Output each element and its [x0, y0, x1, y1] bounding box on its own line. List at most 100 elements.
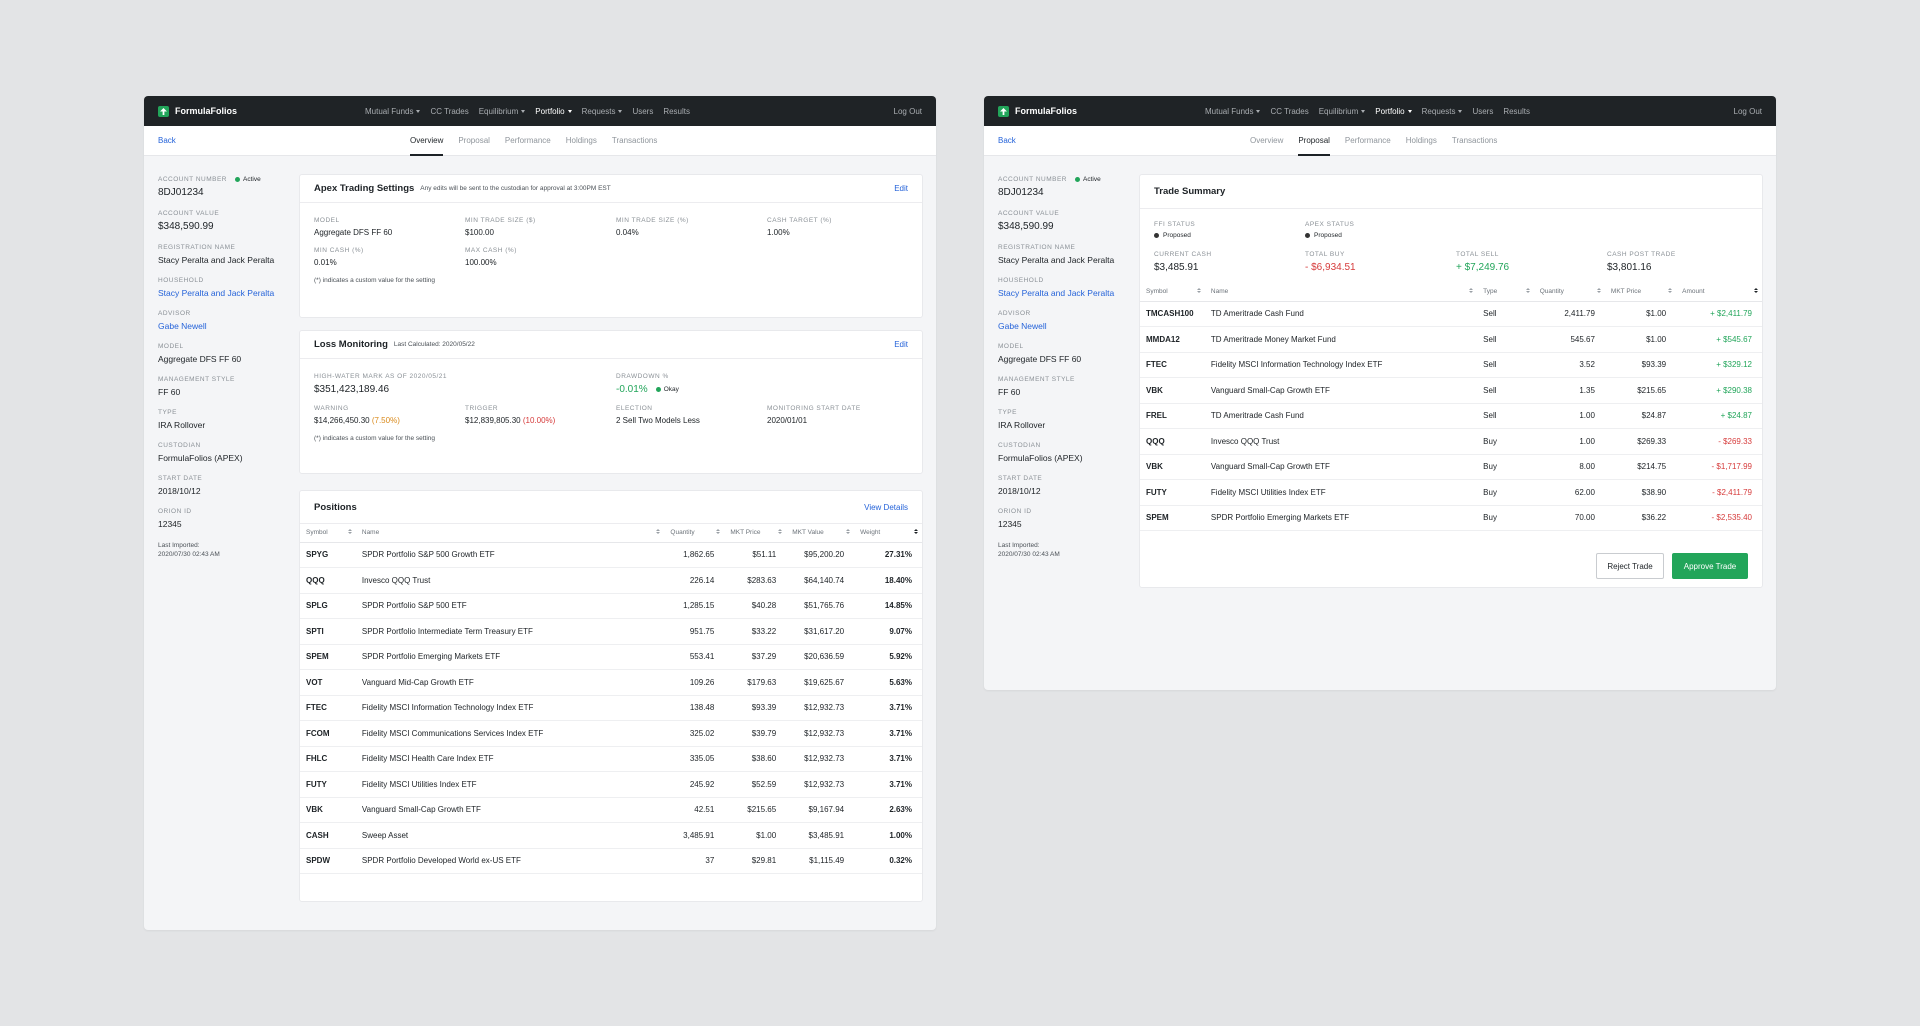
- tab-performance[interactable]: Performance: [504, 136, 551, 145]
- nav-item-requests[interactable]: Requests: [582, 107, 623, 116]
- advisor-value[interactable]: Gabe Newell: [158, 321, 207, 331]
- nav-item-users[interactable]: Users: [1472, 106, 1494, 116]
- table-row[interactable]: FHLC Fidelity MSCI Health Care Index ETF 3…: [300, 746, 922, 772]
- cell-symbol: SPDW: [300, 848, 356, 874]
- logout-link[interactable]: Log Out: [893, 106, 922, 116]
- nav-item-mutual-funds[interactable]: Mutual Funds: [365, 107, 421, 116]
- tab-transactions[interactable]: Transactions: [611, 136, 658, 145]
- nav-item-results[interactable]: Results: [663, 106, 691, 116]
- cell-mkt-price: $37.29: [724, 644, 787, 670]
- logout-link[interactable]: Log Out: [1733, 106, 1762, 116]
- cell-symbol: FHLC: [300, 746, 356, 772]
- column-header-mkt-value[interactable]: MKT Value: [786, 524, 855, 543]
- account-type-value: IRA Rollover: [158, 420, 206, 430]
- chevron-down-icon: [1361, 109, 1366, 113]
- top-navbar: FormulaFolios Mutual Funds CC Trades Equil…: [984, 96, 1776, 126]
- table-row[interactable]: SPLG SPDR Portfolio S&P 500 ETF 1,285.15 $4…: [300, 593, 922, 619]
- nav-item-mutual-funds[interactable]: Mutual Funds: [1205, 107, 1261, 116]
- column-header-name[interactable]: Name: [355, 524, 665, 543]
- view-details-link[interactable]: View Details: [864, 502, 908, 512]
- nav-item-cc-trades[interactable]: CC Trades: [1270, 106, 1309, 116]
- household-value[interactable]: Stacy Peralta and Jack Peralta: [158, 288, 275, 298]
- drawdown-value: -0.01%: [616, 384, 648, 395]
- table-row[interactable]: FREL TD Ameritrade Cash Fund Sell 1.00 $24.8…: [1140, 403, 1762, 429]
- registration-name-field: Registration Name Stacy Peralta and Jack …: [998, 244, 1128, 265]
- nav-item-requests[interactable]: Requests: [1422, 107, 1463, 116]
- brand-logo[interactable]: FormulaFolios: [158, 105, 237, 117]
- approve-trade-button[interactable]: Approve Trade: [1672, 553, 1748, 579]
- cell-type: Sell: [1477, 403, 1534, 429]
- account-value-value: $348,590.99: [158, 221, 214, 232]
- table-row[interactable]: QQQ Invesco QQQ Trust Buy 1.00 $269.33- $269…: [1140, 428, 1762, 455]
- table-row[interactable]: VBK Vanguard Small-Cap Growth ETF Buy 8.00 $…: [1140, 454, 1762, 480]
- advisor-value[interactable]: Gabe Newell: [998, 321, 1047, 331]
- cell-symbol: SPYG: [300, 542, 356, 568]
- column-header-name[interactable]: Name: [1204, 283, 1478, 302]
- cell-quantity: 951.75: [664, 618, 725, 645]
- column-header-symbol[interactable]: Symbol: [300, 524, 356, 543]
- cell-name: Invesco QQQ Trust: [1204, 428, 1478, 455]
- reject-trade-button[interactable]: Reject Trade: [1596, 553, 1664, 579]
- tab-transactions[interactable]: Transactions: [1451, 136, 1498, 145]
- table-row[interactable]: FCOM Fidelity MSCI Communications Service…: [300, 720, 922, 747]
- table-row[interactable]: VBK Vanguard Small-Cap Growth ETF 42.51 $21…: [300, 797, 922, 823]
- table-row[interactable]: SPDW SPDR Portfolio Developed World ex-US…: [300, 848, 922, 874]
- nav-item-portfolio[interactable]: Portfolio: [1375, 107, 1412, 116]
- column-header-mkt-price[interactable]: MKT Price: [724, 524, 787, 543]
- table-row[interactable]: FUTY Fidelity MSCI Utilities Index ETF Buy…: [1140, 479, 1762, 506]
- status-badge: Active: [1075, 176, 1101, 183]
- nav-item-results[interactable]: Results: [1503, 106, 1531, 116]
- hwm-field: High-Water Mark as of 2020/05/21 $351,423…: [314, 373, 448, 395]
- column-header-mkt-price[interactable]: MKT Price: [1604, 283, 1677, 302]
- cell-name: SPDR Portfolio Emerging Markets ETF: [1204, 505, 1478, 531]
- nav-item-equilibrium[interactable]: Equilibrium: [1319, 107, 1366, 116]
- table-row[interactable]: VBK Vanguard Small-Cap Growth ETF Sell 1.35…: [1140, 377, 1762, 404]
- table-row[interactable]: VOT Vanguard Mid-Cap Growth ETF 109.26 $179…: [300, 669, 922, 696]
- cell-amount: + $329.12: [1676, 352, 1762, 378]
- table-row[interactable]: FTEC Fidelity MSCI Information Technology…: [1140, 352, 1762, 378]
- column-header-type[interactable]: Type: [1477, 283, 1534, 302]
- table-row[interactable]: SPYG SPDR Portfolio S&P 500 Growth ETF 1,8…: [300, 542, 922, 568]
- nav-item-portfolio[interactable]: Portfolio: [535, 107, 572, 116]
- nav-item-users[interactable]: Users: [632, 106, 654, 116]
- table-row[interactable]: TMCASH100 TD Ameritrade Cash Fund Sell 2,41…: [1140, 301, 1762, 327]
- chevron-down-icon: [618, 109, 623, 113]
- column-header-amount[interactable]: Amount: [1676, 283, 1762, 302]
- cell-name: Vanguard Small-Cap Growth ETF: [1204, 454, 1478, 480]
- chevron-down-icon: [521, 109, 526, 113]
- brand-logo[interactable]: FormulaFolios: [998, 105, 1077, 117]
- back-link[interactable]: Back: [158, 136, 176, 145]
- cell-mkt-price: $93.39: [724, 695, 787, 721]
- tab-overview[interactable]: Overview: [410, 126, 444, 156]
- cell-mkt-price: $52.59: [724, 771, 787, 798]
- tab-performance[interactable]: Performance: [1344, 136, 1391, 145]
- apex-edit-button[interactable]: Edit: [894, 184, 908, 193]
- table-row[interactable]: FUTY Fidelity MSCI Utilities Index ETF 245…: [300, 771, 922, 798]
- back-link[interactable]: Back: [998, 136, 1016, 145]
- table-row[interactable]: CASH Sweep Asset 3,485.91 $1.00 $3,485.91 1.0…: [300, 822, 922, 849]
- tab-overview[interactable]: Overview: [1250, 136, 1284, 145]
- tab-proposal[interactable]: Proposal: [1298, 126, 1330, 156]
- table-row[interactable]: SPEM SPDR Portfolio Emerging Markets ETF B…: [1140, 505, 1762, 531]
- loss-edit-button[interactable]: Edit: [894, 340, 908, 349]
- table-row[interactable]: FTEC Fidelity MSCI Information Technology…: [300, 695, 922, 721]
- election-field: Election 2 Sell Two Models Less: [616, 405, 700, 425]
- tab-proposal[interactable]: Proposal: [458, 136, 490, 145]
- custodian-field: Custodian FormulaFolios (APEX): [158, 442, 288, 463]
- tab-holdings[interactable]: Holdings: [1405, 136, 1437, 145]
- table-row[interactable]: SPTI SPDR Portfolio Intermediate Term Tre…: [300, 618, 922, 645]
- table-row[interactable]: MMDA12 TD Ameritrade Money Market Fund Sel…: [1140, 326, 1762, 353]
- nav-item-cc-trades[interactable]: CC Trades: [430, 106, 469, 116]
- column-header-symbol[interactable]: Symbol: [1140, 283, 1205, 302]
- account-value-value: $348,590.99: [998, 221, 1054, 232]
- column-header-quantity[interactable]: Quantity: [1533, 283, 1605, 302]
- tab-bar: Overview Proposal Performance Holdings Trans…: [1250, 126, 1497, 156]
- column-header-weight[interactable]: Weight: [854, 524, 922, 543]
- account-value-field: Account Value $348,590.99: [998, 210, 1128, 232]
- tab-holdings[interactable]: Holdings: [565, 136, 597, 145]
- household-value[interactable]: Stacy Peralta and Jack Peralta: [998, 288, 1115, 298]
- table-row[interactable]: SPEM SPDR Portfolio Emerging Markets ETF 5…: [300, 644, 922, 670]
- nav-item-equilibrium[interactable]: Equilibrium: [479, 107, 526, 116]
- table-row[interactable]: QQQ Invesco QQQ Trust 226.14 $283.63 $64,140…: [300, 567, 922, 594]
- column-header-quantity[interactable]: Quantity: [664, 524, 725, 543]
